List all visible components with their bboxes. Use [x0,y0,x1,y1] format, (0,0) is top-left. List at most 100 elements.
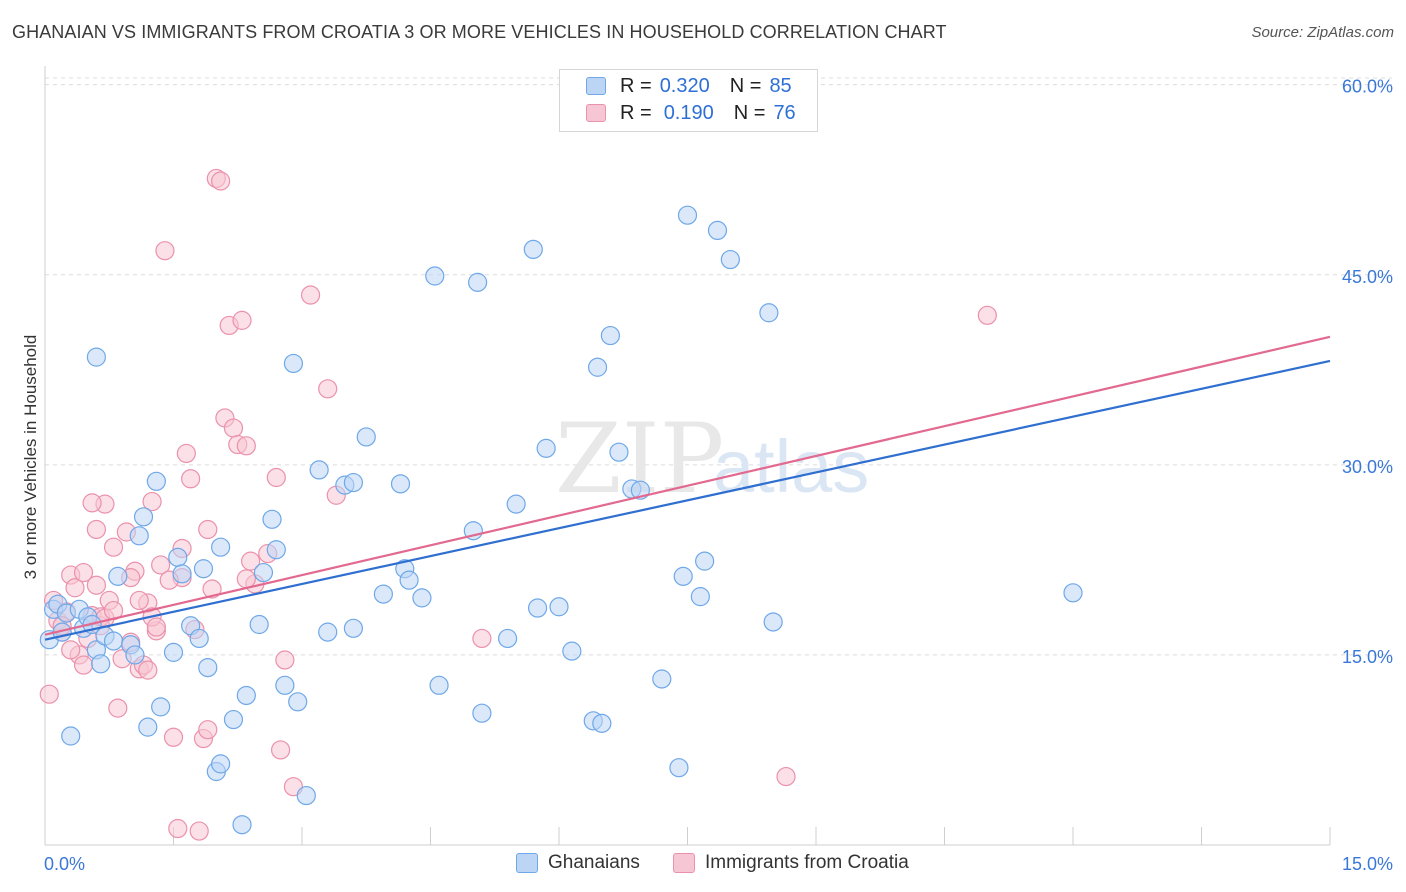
croatia-point [202,579,222,599]
bottom-legend-label-ghanaians: Ghanaians [548,852,640,873]
ghanaian-point [146,471,166,491]
ghanaian-point [343,618,363,638]
croatia-point [198,519,218,540]
croatia-point [86,519,107,540]
ghanaian-point [720,249,740,270]
source-label: Source: ZipAtlas.com [1251,24,1394,41]
ghanaian-point [498,628,518,649]
y-tick-label: 30.0% [1342,457,1393,477]
ghanaian-point [472,703,492,723]
legend-r-label: R = [620,74,652,97]
croatia-point [211,171,231,191]
ghanaian-point [91,654,111,674]
chart-title: GHANAIAN VS IMMIGRANTS FROM CROATIA 3 OR… [12,22,947,42]
croatia-point [198,720,218,740]
legend-r-label: R = [620,101,652,124]
legend-row-croatia: R = 0.190 N = 76 [586,100,796,126]
ghanaian-point [759,303,779,323]
ghanaian-point [343,472,363,493]
ghanaian-point [223,709,244,730]
croatia-point [103,537,124,557]
ghanaian-point [609,442,629,462]
y-axis-label: 3 or more Vehicles in Household [21,335,40,580]
legend-r-value: 0.320 [659,74,710,97]
ghanaian-point [673,566,693,586]
ghanaian-point [198,657,218,678]
ghanaian-point [468,272,488,292]
ghanaian-point [527,598,548,618]
croatia-point [65,578,85,598]
croatia-point [73,562,94,583]
ghanaian-point [592,713,612,733]
bottom-legend-ghanaians[interactable]: Ghanaians [516,852,640,874]
croatia-point [86,575,107,595]
ghanaian-point [695,551,715,571]
ghanaian-trend-line [44,359,1331,641]
ghanaian-point [763,612,783,632]
ghanaian-point [163,642,184,662]
ghanaian-point [211,537,231,557]
croatia-point [232,310,252,330]
croatia-point [236,436,256,456]
y-tick-label: 45.0% [1342,267,1393,287]
ghanaian-point [133,507,154,527]
ghanaian-point [125,645,145,665]
ghanaian-point [318,622,338,642]
axes: 15.0% 30.0% 45.0% 60.0% 0.0% 15.0% [44,66,1393,874]
ghanaian-point [523,239,543,260]
ghanaian-point [189,628,209,649]
croatia-point [181,469,201,489]
ghanaian-point [399,570,419,590]
croatia-point [151,555,171,575]
croatia-point [168,818,188,839]
croatia-point [61,640,81,660]
ghanaian-point [587,357,608,377]
legend: R = 0.320 N = 85 R = 0.190 N = 76 [559,69,818,132]
ghanaian-point [168,547,188,567]
ghanaian-point [425,266,445,286]
ghanaian-point [390,474,411,494]
legend-swatch-ghanaians [586,77,606,95]
croatia-trend-line [44,335,1331,636]
croatia-point [73,655,94,675]
ghanaian-point [707,220,728,241]
ghanaian-point [309,460,329,480]
legend-r-value: 0.190 [663,101,714,124]
ghanaian-point [129,526,149,546]
ghanaian-point [249,614,269,635]
croatia-point [189,821,209,841]
ghanaian-point [562,641,582,661]
croatia-point [176,443,196,464]
ghanaian-point [86,347,107,367]
croatia-point [142,491,162,512]
croatia-point [977,305,997,325]
croatia-point [300,285,321,305]
ghanaian-point [652,669,672,689]
ghanaian-point [211,754,231,774]
croatia-point [472,628,492,649]
bottom-legend-swatch-ghanaians [516,853,538,873]
x-tick-label-min: 0.0% [44,854,85,874]
ghanaian-point [108,566,128,586]
ghanaian-point [373,584,393,604]
ghanaian-point [690,587,710,607]
legend-n-value: 76 [773,101,796,124]
legend-n-value: 85 [769,74,792,97]
bottom-legend-swatch-croatia [673,853,695,873]
bottom-legend-croatia[interactable]: Immigrants from Croatia [673,852,909,874]
ghanaian-point [266,540,286,560]
ghanaian-point [412,588,432,608]
ghanaian-point [296,785,316,806]
ghanaian-point [677,205,698,225]
y-tick-label: 15.0% [1342,647,1393,667]
ghanaian-point [151,697,171,717]
croatia-point [155,241,175,261]
ghanaian-point [669,758,689,778]
croatia-point [275,650,295,670]
y-tick-label: 60.0% [1342,77,1393,97]
ghanaian-point [253,562,274,583]
croatia-point [266,467,286,488]
ghanaian-point [288,692,308,712]
croatia-point [163,727,184,747]
